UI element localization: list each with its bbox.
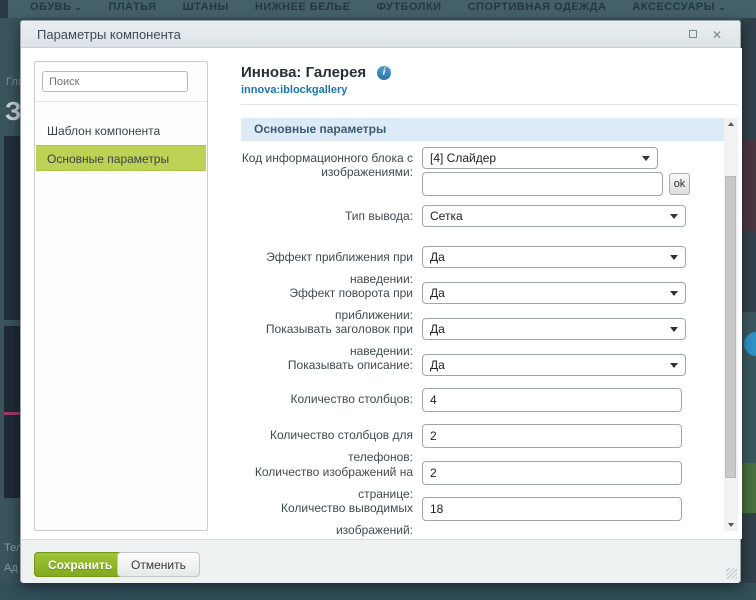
field-label: Эффект поворота при приближении: (289, 286, 413, 322)
nav-item-shoes[interactable]: ОБУВЬ ⌄ (30, 1, 83, 13)
select-arrow-icon (670, 291, 678, 296)
select-arrow-icon (670, 214, 678, 219)
field-label: Эффект приближения при наведении: (266, 250, 413, 286)
nav-item-sportswear[interactable]: СПОРТИВНАЯ ОДЕЖДА (467, 1, 607, 13)
form-row-images-per-page: Количество изображений на странице: (221, 461, 724, 501)
close-icon[interactable]: ✕ (711, 28, 723, 42)
show-title-select[interactable]: Да (422, 318, 686, 340)
save-button[interactable]: Сохранить (34, 552, 127, 577)
field-label: Количество выводимых изображений: (280, 501, 413, 537)
background-breadcrumb-fragment: Гла (6, 76, 24, 88)
field-label: Количество столбцов: (290, 392, 413, 406)
background-green-panel (741, 463, 756, 513)
form-row-output-type: Тип вывода: Сетка (221, 205, 724, 229)
field-label: Количество столбцов для телефонов: (269, 428, 413, 464)
background-bottom-strip: 2-я Хуторская ул., 38А ⇗ + ПОЧЕМУ МЫ? (0, 583, 756, 600)
background-nav-edge (0, 0, 8, 18)
background-heading-fragment: З (5, 96, 22, 126)
select-arrow-icon (670, 327, 678, 332)
select-value: Да (430, 358, 445, 372)
nav-item-accessories[interactable]: АКСЕССУАРЫ ⌄ (632, 1, 727, 13)
phone-columns-count-input[interactable] (422, 424, 682, 448)
nav-item-underwear[interactable]: НИЖНЕЕ БЕЛЬЕ (254, 1, 351, 13)
nav-item-pants[interactable]: ШТАНЫ (182, 1, 229, 13)
scroll-up-icon[interactable] (724, 118, 738, 131)
output-type-select[interactable]: Сетка (422, 205, 686, 227)
component-title: Иннова: Галерея (241, 64, 367, 81)
background-address-label-fragment: Ад (4, 562, 18, 574)
component-parameters-dialog: Параметры компонента ✕ Шаблон компонента… (20, 20, 742, 583)
select-value: Да (430, 322, 445, 336)
images-per-page-input[interactable] (422, 461, 682, 485)
rotate-effect-select[interactable]: Да (422, 282, 686, 304)
dialog-footer: Сохранить Отменить (21, 539, 740, 583)
zoom-effect-select[interactable]: Да (422, 246, 686, 268)
background-image-panel (741, 140, 756, 232)
resize-grip[interactable] (726, 568, 737, 579)
info-icon[interactable]: i (377, 66, 391, 80)
nav-item-dresses[interactable]: ПЛАТЬЯ (108, 1, 157, 13)
select-value: Да (430, 250, 445, 264)
show-description-select[interactable]: Да (422, 354, 686, 376)
field-label: Показывать описание: (287, 358, 413, 372)
background-image-panel (4, 136, 20, 320)
sidebar-item-component-template[interactable]: Шаблон компонента (47, 124, 161, 138)
form-row-total-images: Количество выводимых изображений: (221, 497, 724, 537)
select-arrow-icon (670, 255, 678, 260)
scrollbar-thumb[interactable] (725, 176, 736, 478)
header-divider (241, 104, 738, 105)
form-row-zoom-effect: Эффект приближения при наведении: Да (221, 246, 724, 286)
background-left-strip: Гла З Тел Ад (0, 18, 24, 600)
form-row-iblock-id: Код информационного блока с изображениям… (221, 147, 724, 197)
total-images-input[interactable] (422, 497, 682, 521)
field-label: Показывать заголовок при наведении: (265, 322, 413, 358)
chevron-down-icon: ⌄ (718, 2, 727, 12)
field-label: Код информационного блока с изображениям… (241, 151, 413, 179)
background-circle-icon (744, 332, 756, 356)
vertical-scrollbar[interactable] (724, 118, 738, 531)
iblock-id-input[interactable] (422, 172, 663, 196)
nav-item-tshirts[interactable]: ФУТБОЛКИ (376, 1, 442, 13)
background-image-panel (4, 326, 20, 498)
background-image-streak (4, 412, 20, 415)
scroll-down-icon[interactable] (724, 518, 738, 531)
background-right-strip (741, 18, 756, 600)
field-label: Количество изображений на странице: (254, 465, 413, 501)
search-input[interactable] (42, 71, 188, 92)
dialog-title: Параметры компонента (37, 27, 181, 42)
field-label: Тип вывода: (345, 209, 413, 223)
iblock-select[interactable]: [4] Слайдер (422, 147, 658, 169)
chevron-down-icon: ⌄ (74, 2, 83, 12)
form-row-columns-count: Количество столбцов: (221, 388, 724, 412)
dialog-main-panel: Иннова: Галерея i innova:iblockgallery О… (221, 48, 742, 539)
columns-count-input[interactable] (422, 388, 682, 412)
select-arrow-icon (670, 363, 678, 368)
ok-button[interactable]: ok (669, 173, 690, 195)
component-code-link[interactable]: innova:iblockgallery (241, 84, 348, 96)
cancel-button[interactable]: Отменить (117, 552, 200, 577)
maximize-icon[interactable] (686, 28, 700, 42)
sidebar-item-main-parameters[interactable]: Основные параметры (36, 145, 206, 171)
form-row-phone-columns-count: Количество столбцов для телефонов: (221, 424, 724, 464)
background-top-nav: ОБУВЬ ⌄ ПЛАТЬЯ ШТАНЫ НИЖНЕЕ БЕЛЬЕ ФУТБОЛК… (0, 0, 756, 18)
dialog-titlebar[interactable]: Параметры компонента ✕ (21, 21, 740, 48)
select-value: Да (430, 286, 445, 300)
dialog-sidebar: Шаблон компонента Основные параметры (34, 61, 208, 531)
form-row-show-title: Показывать заголовок при наведении: Да (221, 318, 724, 358)
sidebar-divider (35, 101, 207, 102)
background-phone-label-fragment: Тел (4, 542, 23, 554)
form-row-show-description: Показывать описание: Да (221, 354, 724, 378)
section-header-main-parameters: Основные параметры (241, 118, 724, 141)
form-row-rotate-effect: Эффект поворота при приближении: Да (221, 282, 724, 322)
select-value: [4] Слайдер (430, 151, 497, 165)
select-value: Сетка (430, 209, 463, 223)
select-arrow-icon (642, 156, 650, 161)
